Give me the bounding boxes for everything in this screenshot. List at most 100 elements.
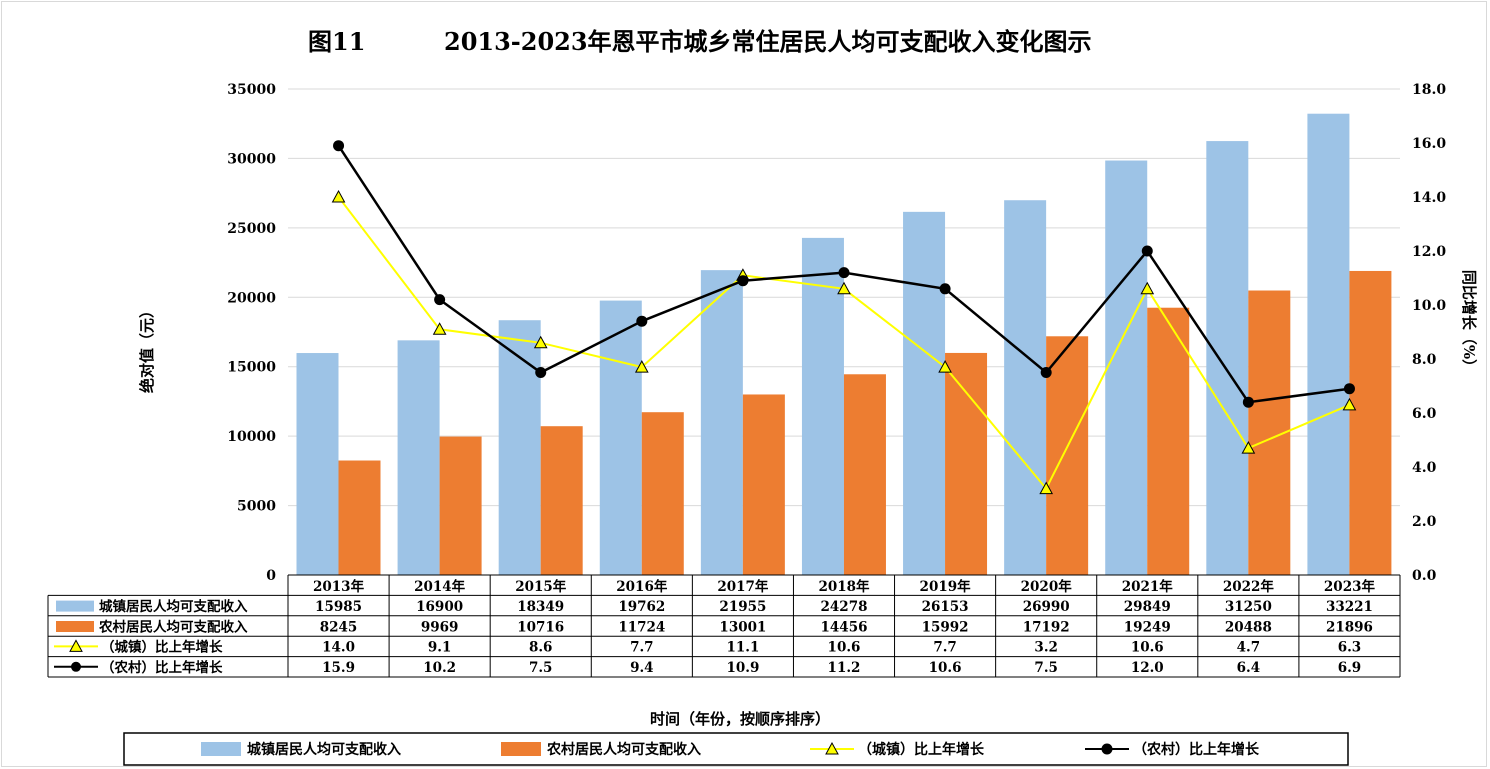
table-cell: 7.5 [1034,660,1058,676]
bar-rural [338,460,381,575]
y-right-tick-label: 12.0 [1412,244,1446,260]
urban-growth-point [533,335,548,349]
table-cell: 14.0 [322,640,355,656]
urban-growth-point [634,360,649,373]
legend-label: 城镇居民人均可支配收入 [247,741,401,758]
y-right-tick-label: 14.0 [1412,190,1446,206]
x-category-label: 2018年 [818,578,870,595]
table-cell: 21896 [1326,619,1373,635]
chart-title: 2013-2023年恩平市城乡常住居民人均可支配收入变化图示 [444,27,1092,56]
x-category-label: 2013年 [313,578,365,595]
table-cell: 14456 [821,619,868,635]
table-cell: 10.9 [726,660,759,676]
legend-key [201,742,241,756]
table-cell: 11.2 [828,660,861,676]
x-category-label: 2023年 [1324,578,1376,595]
urban-growth-point [1241,441,1256,454]
bar-rural [742,394,785,575]
y-left-tick-label: 5000 [237,499,276,515]
bar-urban [498,320,541,575]
x-category-label: 2016年 [616,578,668,595]
row-label: （城镇）比上年增长 [101,639,223,656]
row-label: （农村）比上年增长 [101,659,223,676]
y-right-tick-label: 6.0 [1412,406,1437,422]
bar-rural [439,436,482,575]
table-cell: 16900 [416,599,463,615]
urban-growth-point [1140,281,1155,295]
table-cell: 21955 [719,599,766,615]
x-category-label: 2017年 [717,578,769,595]
rural-growth-point [636,315,648,327]
y-left-axis-title: 绝对值（元） [138,303,156,393]
table-cell: 15992 [922,619,969,635]
table-cell: 7.7 [630,640,654,656]
bar-urban [1307,113,1350,575]
bar-urban [599,300,642,575]
chart-title-prefix: 图11 [308,27,365,56]
bar-urban [700,270,743,575]
bar-rural [1147,307,1190,575]
x-axis-title: 时间（年份，按顺序排序） [650,710,830,728]
table-cell: 7.5 [529,660,553,676]
table-cell: 9.4 [630,660,654,676]
table-cell: 10.6 [1131,640,1164,656]
row-legend-marker [69,639,83,652]
x-category-label: 2014年 [414,578,466,595]
x-category-label: 2020年 [1021,578,1073,595]
bar-urban [1004,200,1047,575]
urban-growth-point [1039,481,1054,495]
rural-growth-point [434,294,446,306]
y-right-tick-label: 4.0 [1412,460,1437,476]
legend-label: 农村居民人均可支配收入 [546,741,701,758]
legend-box [123,732,1349,766]
y-left-tick-label: 15000 [227,360,276,376]
y-right-tick-label: 2.0 [1412,514,1437,530]
legend-marker [825,741,839,755]
table-cell: 19762 [618,599,665,615]
y-left-tick-label: 10000 [227,429,276,445]
legend-key [501,742,541,756]
table-cell: 10.6 [828,640,861,656]
bar-urban [1105,160,1148,575]
table-cell: 17192 [1023,619,1070,635]
table-cell: 20488 [1225,619,1272,635]
bar-rural [1349,270,1392,575]
rural-growth-point [737,275,749,287]
rural-growth-point [1040,367,1052,378]
rural-growth-point [1343,383,1355,395]
rural-growth-point [1141,245,1153,257]
bar-rural [843,374,886,575]
table-cell: 10716 [517,619,564,635]
table-cell: 9969 [421,619,459,635]
y-right-axis-title: 同比增长（%） [1460,270,1478,374]
y-right-tick-label: 18.0 [1412,82,1446,98]
bar-rural [945,352,988,575]
y-left-tick-label: 30000 [227,151,276,167]
table-cell: 6.4 [1237,660,1261,676]
table-cell: 12.0 [1131,660,1164,676]
urban-growth-point [837,281,851,295]
table-cell: 6.9 [1338,660,1362,676]
rural-growth-point [1242,396,1254,408]
table-cell: 8.6 [529,640,553,656]
table-cell: 29849 [1124,599,1171,615]
table-cell: 13001 [719,619,766,635]
table-cell: 6.3 [1338,640,1362,656]
table-cell: 24278 [821,599,868,615]
bar-rural [540,426,583,575]
table-cell: 8245 [320,619,358,635]
table-cell: 3.2 [1034,640,1058,656]
y-right-tick-label: 16.0 [1412,136,1446,152]
y-right-tick-label: 8.0 [1412,352,1437,368]
table-cell: 33221 [1326,599,1373,615]
table-cell: 4.7 [1237,640,1261,656]
bar-rural [1046,336,1089,575]
table-cell: 18349 [517,599,564,615]
x-category-label: 2022年 [1223,578,1275,595]
urban-growth-point [1342,397,1357,411]
row-label: 城镇居民人均可支配收入 [99,598,248,615]
table-cell: 9.1 [428,640,452,656]
legend-label: （城镇）比上年增长 [858,741,985,758]
legend-marker [1101,743,1113,755]
